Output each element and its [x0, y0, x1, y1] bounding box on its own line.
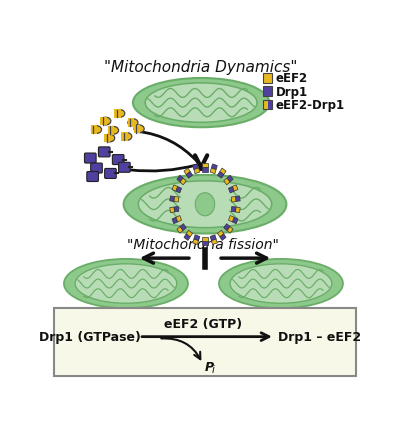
Polygon shape	[176, 187, 182, 193]
Ellipse shape	[230, 264, 332, 304]
Bar	[268, 100, 272, 109]
Text: Drp1 – eEF2: Drp1 – eEF2	[278, 331, 361, 343]
Text: i: i	[211, 364, 214, 374]
Polygon shape	[170, 196, 175, 202]
Polygon shape	[202, 237, 208, 242]
Polygon shape	[177, 227, 183, 234]
Polygon shape	[228, 187, 234, 193]
Polygon shape	[180, 178, 186, 185]
Bar	[263, 100, 268, 109]
Ellipse shape	[108, 127, 118, 135]
Ellipse shape	[145, 83, 257, 123]
Polygon shape	[227, 227, 233, 234]
FancyBboxPatch shape	[105, 169, 116, 179]
Ellipse shape	[64, 259, 188, 308]
Polygon shape	[210, 235, 216, 241]
Bar	[128, 119, 134, 127]
Bar	[54, 308, 356, 376]
Bar	[134, 125, 140, 134]
Ellipse shape	[134, 126, 144, 133]
Polygon shape	[218, 231, 224, 237]
Polygon shape	[202, 168, 208, 172]
Polygon shape	[186, 172, 192, 179]
Polygon shape	[227, 176, 233, 183]
Bar	[263, 87, 272, 96]
Polygon shape	[177, 176, 183, 183]
Ellipse shape	[105, 135, 115, 143]
Polygon shape	[218, 172, 224, 179]
FancyBboxPatch shape	[118, 163, 130, 173]
Polygon shape	[174, 207, 179, 213]
Ellipse shape	[124, 176, 286, 234]
Polygon shape	[232, 185, 238, 192]
Polygon shape	[193, 239, 199, 245]
Polygon shape	[194, 235, 200, 241]
Polygon shape	[211, 164, 217, 170]
Polygon shape	[220, 169, 226, 175]
Ellipse shape	[115, 110, 125, 118]
Text: P: P	[205, 360, 214, 374]
Polygon shape	[211, 239, 217, 245]
Polygon shape	[224, 224, 230, 231]
Polygon shape	[174, 197, 179, 203]
Ellipse shape	[133, 79, 269, 128]
Ellipse shape	[92, 127, 102, 134]
Polygon shape	[176, 216, 182, 222]
Ellipse shape	[122, 133, 132, 141]
FancyBboxPatch shape	[87, 172, 98, 182]
Ellipse shape	[101, 118, 111, 126]
Bar	[104, 135, 110, 143]
Text: "Mitochondria fission": "Mitochondria fission"	[127, 238, 279, 252]
Polygon shape	[202, 242, 208, 246]
Text: Drp1 (GTPase): Drp1 (GTPase)	[39, 331, 141, 343]
Polygon shape	[172, 218, 178, 224]
Ellipse shape	[219, 259, 343, 308]
Polygon shape	[184, 234, 190, 241]
Text: eEF2: eEF2	[276, 72, 308, 85]
Ellipse shape	[138, 181, 272, 228]
Polygon shape	[220, 234, 226, 241]
Text: "Mitochondria Dynamics": "Mitochondria Dynamics"	[104, 60, 298, 75]
Ellipse shape	[128, 119, 138, 127]
Bar	[121, 133, 128, 141]
Polygon shape	[224, 178, 230, 185]
FancyBboxPatch shape	[98, 147, 110, 158]
Polygon shape	[232, 218, 238, 224]
Ellipse shape	[75, 264, 177, 304]
Text: eEF2 (GTP): eEF2 (GTP)	[164, 317, 242, 330]
Polygon shape	[235, 196, 240, 202]
Bar	[91, 126, 97, 135]
Polygon shape	[231, 197, 236, 203]
Bar	[114, 110, 120, 118]
Bar	[108, 127, 114, 135]
Text: Drp1: Drp1	[276, 85, 308, 98]
Polygon shape	[202, 164, 208, 168]
Polygon shape	[170, 207, 175, 213]
Polygon shape	[186, 231, 192, 237]
Polygon shape	[210, 169, 216, 174]
Polygon shape	[228, 216, 234, 222]
Polygon shape	[235, 207, 240, 213]
Ellipse shape	[195, 193, 215, 216]
Polygon shape	[193, 164, 199, 170]
Bar	[263, 100, 272, 109]
Polygon shape	[180, 224, 186, 231]
FancyBboxPatch shape	[91, 164, 102, 174]
FancyBboxPatch shape	[84, 154, 96, 164]
Polygon shape	[231, 207, 236, 213]
Bar	[100, 118, 106, 126]
Bar	[263, 74, 272, 83]
Text: eEF2-Drp1: eEF2-Drp1	[276, 98, 345, 111]
Polygon shape	[184, 169, 190, 175]
FancyBboxPatch shape	[112, 155, 124, 165]
Polygon shape	[172, 185, 178, 192]
Polygon shape	[194, 169, 200, 174]
